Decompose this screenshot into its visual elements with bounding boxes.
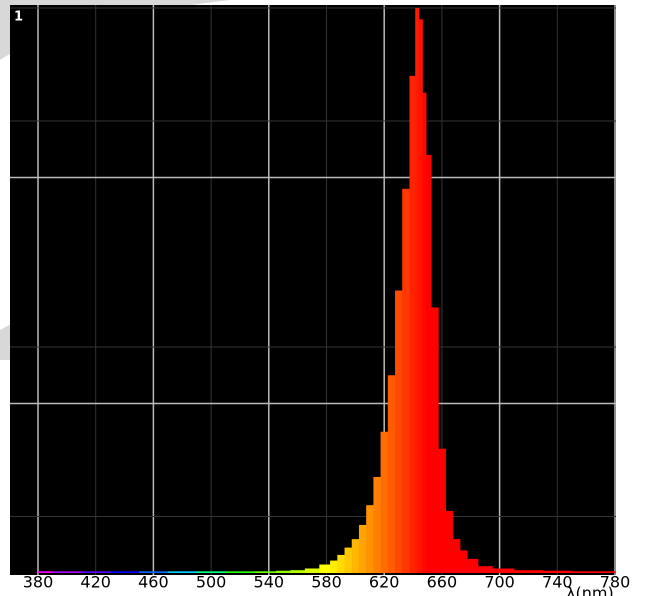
x-tick-label: 580 — [311, 573, 342, 592]
spectrum-bar — [138, 571, 169, 573]
spectrum-bar — [409, 75, 416, 574]
spectrum-bar — [395, 290, 403, 573]
spectrum-bar — [452, 539, 461, 573]
x-tick-label: 420 — [80, 573, 111, 592]
spectrum-bar — [418, 19, 423, 574]
spectrum-bar — [402, 188, 410, 574]
spectrum-bar — [542, 570, 573, 573]
x-tick-label: 500 — [196, 573, 227, 592]
spectrum-bar — [225, 571, 255, 573]
spectrum-bar — [38, 571, 53, 573]
spectrum-bar — [276, 570, 291, 573]
plot-background — [10, 5, 616, 575]
x-tick-label: 380 — [23, 573, 54, 592]
spectrum-bar — [415, 8, 420, 573]
x-tick-label: 740 — [542, 573, 573, 592]
spectrum-bar — [351, 539, 360, 573]
spectrum-bar — [304, 568, 320, 573]
spectrum-bar — [337, 554, 345, 573]
y-axis-label: 1 — [14, 10, 23, 25]
spectrum-bar — [366, 505, 374, 573]
spectrum-bar — [358, 524, 367, 573]
spectrum-bar — [467, 558, 479, 573]
spectrum-bar — [290, 570, 306, 573]
spectrum-bar — [600, 571, 616, 573]
spectrum-bar — [344, 547, 353, 573]
spectrum-bar — [492, 568, 515, 573]
spectrum-bar — [81, 571, 111, 573]
x-tick-label: 660 — [427, 573, 458, 592]
spectrum-bar — [459, 550, 468, 573]
x-tick-label: 700 — [484, 573, 515, 592]
x-tick-label: 620 — [369, 573, 400, 592]
spectrum-bar — [52, 571, 82, 573]
spectrum-bar — [380, 431, 389, 573]
spectrum-bar — [319, 564, 331, 573]
spectrum-bar — [438, 448, 446, 573]
spectrum-bar — [330, 560, 338, 573]
spectrum-bar — [426, 154, 432, 573]
spectrum-bar — [387, 375, 396, 573]
spectrum-bar — [167, 571, 198, 573]
spectrum-bar — [571, 571, 601, 573]
spectrum-bar — [110, 571, 140, 573]
spectrum-bar — [254, 571, 277, 573]
spectrum-bar — [196, 571, 226, 573]
spectrum-bar — [477, 566, 493, 573]
spectrum-bar — [422, 92, 427, 573]
spectrum-bar — [445, 510, 454, 573]
x-tick-label: 540 — [254, 573, 285, 592]
x-tick-label: 780 — [600, 573, 631, 592]
x-axis-label: λ(nm) — [566, 584, 614, 596]
x-tick-label: 460 — [138, 573, 169, 592]
spectrum-bar — [431, 307, 439, 573]
spectrum-bar — [373, 476, 381, 573]
spectrum-bar — [514, 570, 544, 573]
